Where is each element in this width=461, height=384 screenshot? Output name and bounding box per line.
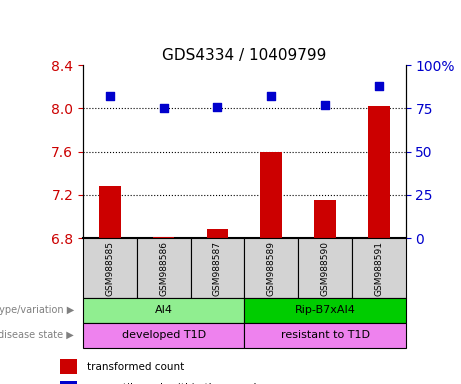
Bar bbox=[60, 359, 77, 374]
Text: AI4: AI4 bbox=[154, 305, 173, 315]
FancyBboxPatch shape bbox=[83, 238, 137, 298]
Point bbox=[267, 93, 275, 99]
FancyBboxPatch shape bbox=[83, 298, 244, 323]
FancyBboxPatch shape bbox=[244, 298, 406, 323]
Point bbox=[321, 102, 329, 108]
Point bbox=[375, 83, 383, 89]
Text: GSM988591: GSM988591 bbox=[374, 241, 383, 296]
Text: genotype/variation ▶: genotype/variation ▶ bbox=[0, 305, 74, 315]
FancyBboxPatch shape bbox=[244, 323, 406, 348]
FancyBboxPatch shape bbox=[190, 238, 244, 298]
Point bbox=[160, 105, 167, 111]
FancyBboxPatch shape bbox=[352, 238, 406, 298]
Text: resistant to T1D: resistant to T1D bbox=[280, 330, 370, 340]
Text: developed T1D: developed T1D bbox=[122, 330, 206, 340]
Text: Rip-B7xAI4: Rip-B7xAI4 bbox=[295, 305, 355, 315]
Text: GSM988587: GSM988587 bbox=[213, 241, 222, 296]
Point bbox=[214, 104, 221, 110]
Text: GSM988589: GSM988589 bbox=[267, 241, 276, 296]
Text: GSM988590: GSM988590 bbox=[320, 241, 330, 296]
Bar bbox=[60, 381, 77, 384]
Text: percentile rank within the sample: percentile rank within the sample bbox=[87, 383, 263, 384]
Bar bbox=[368, 106, 390, 238]
Point bbox=[106, 93, 113, 99]
Text: disease state ▶: disease state ▶ bbox=[0, 330, 74, 340]
FancyBboxPatch shape bbox=[244, 238, 298, 298]
FancyBboxPatch shape bbox=[137, 238, 190, 298]
Text: GSM988585: GSM988585 bbox=[106, 241, 114, 296]
Bar bbox=[99, 186, 121, 238]
Title: GDS4334 / 10409799: GDS4334 / 10409799 bbox=[162, 48, 326, 63]
Bar bbox=[314, 200, 336, 238]
Text: GSM988586: GSM988586 bbox=[159, 241, 168, 296]
FancyBboxPatch shape bbox=[298, 238, 352, 298]
Text: transformed count: transformed count bbox=[87, 362, 184, 372]
FancyBboxPatch shape bbox=[83, 323, 244, 348]
Bar bbox=[260, 152, 282, 238]
Bar bbox=[207, 230, 228, 238]
Bar bbox=[153, 237, 174, 238]
